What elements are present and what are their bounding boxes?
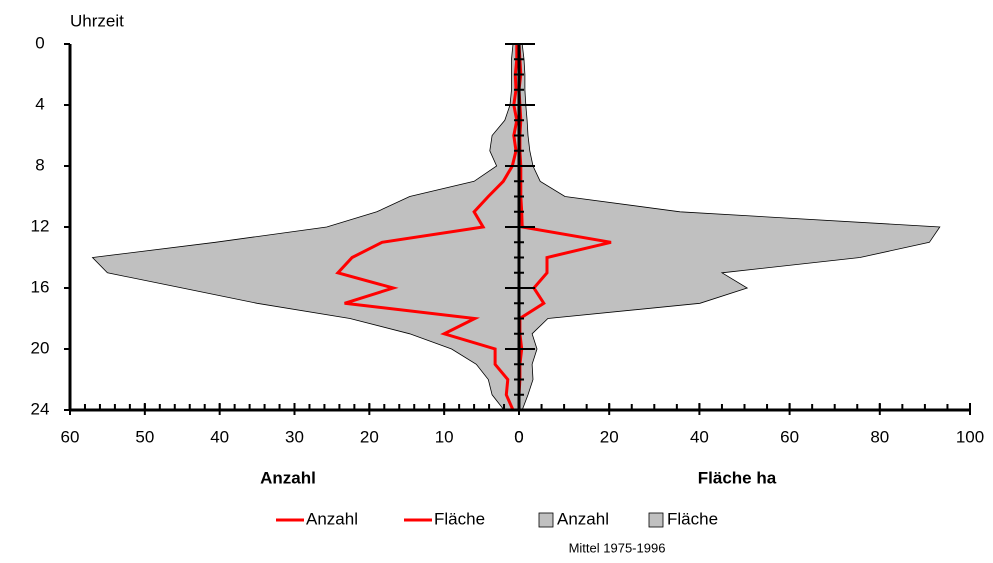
right-axis-title: Fläche ha	[698, 468, 777, 487]
x-tick-label: 20	[360, 427, 379, 446]
x-tick-label: 30	[285, 427, 304, 446]
x-tick-label: 40	[210, 427, 229, 446]
legend-label: Anzahl	[306, 509, 358, 528]
legend-swatch	[538, 512, 554, 528]
x-tick-label: 60	[780, 427, 799, 446]
legend-label: Fläche	[667, 509, 718, 528]
y-tick-label: 16	[31, 277, 50, 296]
x-tick-label: 10	[435, 427, 454, 446]
x-tick-label: 60	[61, 427, 80, 446]
x-tick-label: 80	[870, 427, 889, 446]
x-tick-label: 0	[514, 427, 523, 446]
x-tick-label: 100	[956, 427, 984, 446]
legend-label: Fläche	[434, 509, 485, 528]
x-tick-label: 20	[600, 427, 619, 446]
y-tick-label: 8	[35, 155, 44, 174]
legend-swatch	[648, 512, 664, 528]
area	[91, 43, 520, 411]
y-tick-label: 12	[31, 216, 50, 235]
y-axis-title: Uhrzeit	[70, 11, 124, 30]
x-tick-label: 0	[514, 427, 523, 446]
legend-label: Anzahl	[557, 509, 609, 528]
note: Mittel 1975-1996	[569, 540, 666, 555]
area	[518, 43, 941, 411]
y-tick-label: 4	[35, 94, 44, 113]
left-axis-title: Anzahl	[260, 468, 316, 487]
x-tick-label: 40	[690, 427, 709, 446]
y-tick-label: 20	[31, 338, 50, 357]
x-tick-label: 50	[135, 427, 154, 446]
y-tick-label: 24	[31, 399, 50, 418]
y-tick-label: 0	[35, 33, 44, 52]
